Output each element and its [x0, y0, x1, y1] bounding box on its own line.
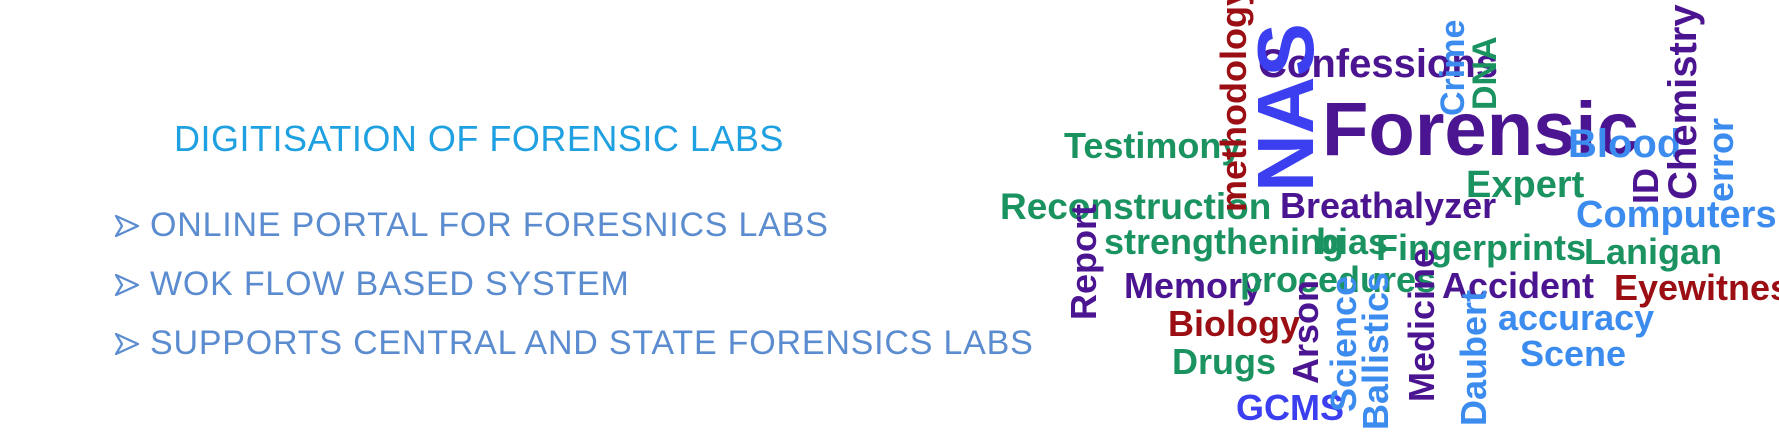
cloud-word-daubert: Daubert	[1453, 289, 1494, 426]
cloud-word-confessions: Confessions	[1258, 42, 1499, 86]
cloud-word-lanigan: Lanigan	[1584, 231, 1723, 272]
arrow-bullet-icon	[114, 331, 150, 357]
cloud-word-arson: Arson	[1285, 279, 1326, 384]
cloud-word-report: Report	[1063, 204, 1104, 320]
bullet-text: WOK FLOW BASED SYSTEM	[150, 265, 630, 303]
cloud-word-procedures: procedures	[1240, 259, 1437, 300]
cloud-word-eyewitness: Eyewitness	[1614, 267, 1779, 308]
arrow-bullet-icon	[114, 213, 150, 239]
bullet-item: SUPPORTS CENTRAL AND STATE FORENSICS LAB…	[114, 314, 1034, 373]
cloud-word-ballistics: Ballistics	[1355, 271, 1396, 430]
cloud-word-fingerprints: Fingerprints	[1376, 227, 1587, 268]
cloud-word-accuracy: accuracy	[1498, 297, 1655, 338]
cloud-word-nas: NAS	[1241, 23, 1330, 192]
cloud-word-biology: Biology	[1168, 303, 1300, 344]
cloud-word-computers: Computers	[1576, 194, 1777, 236]
cloud-word-accident: Accident	[1442, 265, 1595, 306]
cloud-word-gcms: GCMS	[1236, 387, 1344, 428]
cloud-word-chemistry: Chemistry	[1661, 4, 1705, 200]
bullet-text: ONLINE PORTAL FOR FORESNICS LABS	[150, 206, 829, 244]
cloud-word-id: ID	[1625, 168, 1666, 204]
cloud-word-error: error	[1700, 117, 1741, 202]
cloud-word-blood: Blood	[1568, 122, 1682, 166]
bullet-item: WOK FLOW BASED SYSTEM	[114, 255, 1034, 314]
cloud-word-dna: DNA	[1466, 36, 1504, 110]
arrow-bullet-icon	[114, 272, 150, 298]
cloud-word-reconstruction: Reconstruction	[1000, 186, 1272, 227]
bullet-text: SUPPORTS CENTRAL AND STATE FORENSICS LAB…	[150, 324, 1034, 362]
cloud-word-forensic: Forensic	[1322, 87, 1639, 172]
cloud-word-scene: Scene	[1520, 333, 1627, 374]
bullet-item: ONLINE PORTAL FOR FORESNICS LABS	[114, 196, 1034, 255]
bullet-list: ONLINE PORTAL FOR FORESNICS LABS WOK FLO…	[114, 196, 1034, 373]
cloud-word-expert: Expert	[1466, 164, 1585, 206]
cloud-word-testimony: Testimony	[1064, 125, 1242, 166]
page-heading: DIGITISATION OF FORENSIC LABS	[174, 118, 784, 159]
cloud-word-medicine: Medicine	[1401, 247, 1442, 402]
cloud-word-drugs: Drugs	[1172, 341, 1277, 382]
cloud-word-memory: Memory	[1124, 265, 1263, 306]
cloud-word-crime: Crime	[1434, 19, 1472, 116]
cloud-word-breathalyzer: Breathalyzer	[1280, 185, 1497, 226]
cloud-word-strengthening: strengthening	[1104, 221, 1344, 262]
cloud-word-bias: bias	[1316, 221, 1389, 262]
